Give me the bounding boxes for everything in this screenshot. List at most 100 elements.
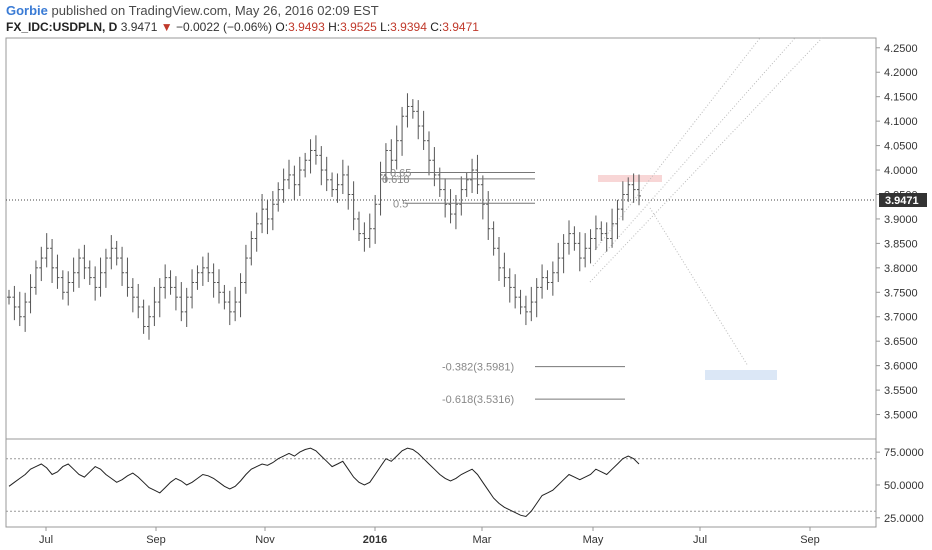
- price-bar: [599, 221, 604, 241]
- price-bar: [136, 283, 141, 319]
- price-bar: [163, 264, 168, 299]
- fib-level-label: -0.618(3.5316): [442, 394, 514, 406]
- x-tick-label: Mar: [473, 534, 492, 546]
- price-bar: [17, 291, 22, 327]
- price-bar: [12, 285, 17, 321]
- price-bar: [270, 191, 275, 231]
- price-bar: [98, 257, 103, 297]
- price-bar: [114, 240, 119, 266]
- price-bar: [550, 261, 555, 296]
- close-value: 3.9471: [442, 20, 479, 34]
- price-bar: [50, 238, 55, 284]
- y-tick-label: 4.1500: [884, 92, 918, 104]
- price-bar: [7, 289, 11, 305]
- price-bar: [421, 110, 426, 150]
- y-tick-label: 4.0500: [884, 141, 918, 153]
- price-bar: [227, 290, 232, 326]
- price-bar: [572, 226, 577, 251]
- author-name[interactable]: Gorbie: [6, 3, 48, 18]
- price-bar: [297, 156, 302, 196]
- y-tick-label: 3.8000: [884, 263, 918, 275]
- change-text: −0.0022 (−0.06%): [175, 20, 273, 34]
- price-bar: [157, 278, 162, 318]
- y-tick-label: 3.6000: [884, 361, 918, 373]
- price-bar: [367, 213, 372, 248]
- resistance-zone: [598, 175, 662, 182]
- rsi-pane[interactable]: [5, 438, 877, 528]
- price-bar: [637, 174, 641, 206]
- price-bar: [82, 244, 87, 280]
- price-bar: [631, 173, 636, 203]
- price-bar: [60, 270, 65, 300]
- price-bar: [184, 287, 189, 328]
- price-bar: [55, 254, 60, 289]
- price-bar: [545, 270, 550, 290]
- publisher-line: Gorbie published on TradingView.com, May…: [6, 3, 379, 18]
- price-bar: [502, 252, 507, 287]
- x-tick-label: 2016: [363, 534, 387, 546]
- price-bar: [534, 278, 539, 318]
- price-bar: [480, 175, 485, 220]
- price-bar: [416, 100, 421, 140]
- fib-level-label: 0.65: [390, 167, 411, 179]
- y-tick-label: 3.5500: [884, 385, 918, 397]
- channel-middle-line: [592, 37, 796, 267]
- y-tick-label: 4.2000: [884, 67, 918, 79]
- rsi-tick-label: 75.0000: [884, 447, 924, 459]
- price-bar: [610, 208, 615, 248]
- price-bar: [567, 220, 571, 255]
- last-price-text: 3.9471: [120, 20, 158, 34]
- price-bar: [470, 158, 475, 194]
- price-bar: [217, 269, 221, 304]
- price-bar: [249, 231, 254, 266]
- price-bar: [486, 191, 491, 240]
- price-bar: [44, 233, 49, 268]
- price-bar: [491, 221, 496, 256]
- fib-level-label: -0.382(3.5981): [442, 362, 514, 374]
- price-bar: [195, 265, 200, 290]
- y-tick-label: 3.8500: [884, 238, 918, 250]
- price-bar: [556, 242, 561, 283]
- price-bar: [303, 152, 308, 178]
- low-value: 3.9394: [390, 20, 427, 34]
- fib-level-label: 0.618: [382, 174, 410, 186]
- price-bar: [464, 172, 469, 197]
- price-bar: [583, 233, 588, 268]
- price-bar: [292, 165, 297, 200]
- price-bar: [77, 248, 81, 288]
- rsi-tick-label: 50.0000: [884, 480, 924, 492]
- price-bar: [340, 159, 345, 194]
- price-bar: [373, 194, 378, 244]
- price-bar: [173, 276, 178, 311]
- price-bar: [615, 199, 620, 239]
- y-tick-label: 3.7000: [884, 312, 918, 324]
- price-bar: [383, 143, 388, 183]
- price-bar: [260, 193, 265, 234]
- projection-line: [649, 207, 749, 367]
- price-bar: [238, 273, 243, 318]
- symbol-name[interactable]: FX_IDC:USDPLN, D: [6, 20, 118, 34]
- price-bar: [33, 260, 38, 295]
- x-tick-label: Jul: [39, 534, 53, 546]
- price-bar: [308, 139, 313, 174]
- price-bar: [507, 268, 512, 303]
- price-bar: [66, 271, 71, 306]
- price-bar: [190, 269, 195, 309]
- price-bar: [211, 263, 216, 298]
- price-bar: [335, 173, 340, 203]
- price-bar: [23, 292, 28, 332]
- price-bar: [577, 232, 582, 272]
- y-tick-label: 3.9000: [884, 214, 918, 226]
- price-bar: [168, 270, 173, 295]
- price-bar: [103, 248, 108, 288]
- price-bar: [540, 264, 545, 299]
- price-bar: [324, 156, 329, 192]
- price-bar: [529, 286, 534, 322]
- price-bar: [93, 266, 98, 301]
- price-bar: [351, 181, 356, 231]
- price-bar: [448, 189, 453, 224]
- price-bar: [152, 286, 157, 327]
- down-arrow-icon: ▼: [160, 20, 173, 34]
- close-label: C:: [430, 20, 443, 34]
